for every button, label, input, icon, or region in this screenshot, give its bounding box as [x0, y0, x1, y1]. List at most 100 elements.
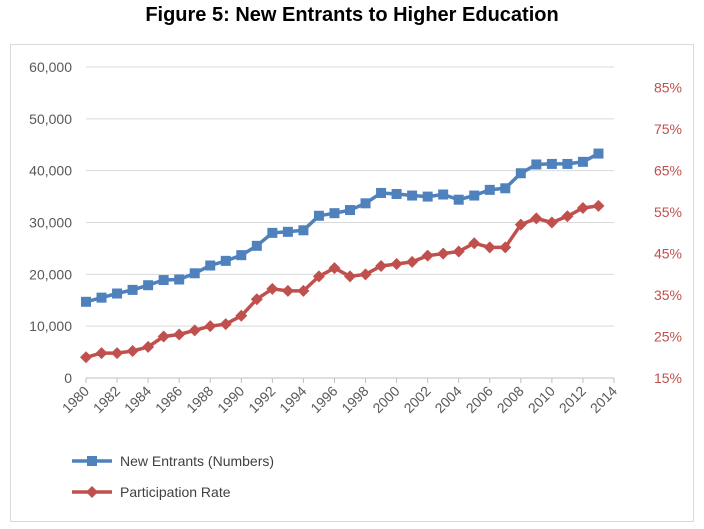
y-left-tick-label: 50,000: [29, 111, 72, 127]
data-point-participation-rate: [95, 347, 108, 360]
y-left-tick-label: 40,000: [29, 163, 72, 179]
x-tick-label: 2004: [431, 383, 464, 416]
y-left-tick-label: 20,000: [29, 266, 72, 282]
data-point-participation-rate: [576, 201, 589, 214]
data-point-new-entrants: [360, 198, 371, 209]
y-right-tick-label: 35%: [654, 287, 682, 303]
x-tick-label: 2010: [525, 383, 558, 416]
data-point-new-entrants: [438, 189, 449, 200]
data-point-participation-rate: [375, 260, 388, 273]
axes: 0 10,000 20,000 30,000 40,000 50,000 60,000 15%…: [29, 59, 682, 416]
data-point-new-entrants: [174, 274, 185, 285]
series-layer: [80, 148, 605, 364]
y-right-tick-label: 45%: [654, 246, 682, 262]
data-point-participation-rate: [328, 262, 341, 275]
y-right-tick-label: 55%: [654, 204, 682, 220]
data-point-new-entrants: [484, 184, 495, 195]
data-point-new-entrants: [531, 159, 542, 170]
x-tick-label: 2012: [556, 383, 589, 416]
data-point-participation-rate: [561, 210, 574, 223]
data-point-participation-rate: [468, 237, 481, 250]
data-point-new-entrants: [453, 194, 464, 205]
data-point-new-entrants: [236, 250, 247, 261]
legend-label-new-entrants: New Entrants (Numbers): [120, 453, 274, 469]
legend: New Entrants (Numbers) Participation Rate: [72, 453, 274, 500]
gridlines: [86, 66, 614, 327]
data-point-participation-rate: [266, 282, 279, 295]
x-tick-label: 2008: [494, 383, 527, 416]
data-point-participation-rate: [250, 293, 263, 306]
data-point-new-entrants: [577, 156, 588, 167]
y-right-tick-label: 75%: [654, 121, 682, 137]
x-tick-label: 1982: [90, 383, 123, 416]
data-point-participation-rate: [173, 328, 186, 341]
data-point-participation-rate: [530, 212, 543, 225]
data-point-new-entrants: [329, 208, 340, 219]
data-point-new-entrants: [282, 226, 293, 237]
data-point-participation-rate: [157, 330, 170, 343]
data-point-new-entrants: [469, 190, 480, 201]
x-tick-label: 1992: [245, 383, 278, 416]
x-tick-label: 1980: [59, 383, 92, 416]
chart-title: Figure 5: New Entrants to Higher Educati…: [145, 4, 559, 26]
data-point-new-entrants: [81, 296, 91, 307]
y-right-tick-label: 85%: [654, 80, 682, 96]
data-point-new-entrants: [267, 227, 278, 238]
data-point-participation-rate: [142, 340, 155, 353]
data-point-participation-rate: [359, 268, 372, 281]
data-point-participation-rate: [281, 284, 294, 297]
data-point-new-entrants: [96, 292, 107, 303]
data-point-new-entrants: [562, 158, 573, 169]
data-point-participation-rate: [483, 241, 496, 254]
data-point-participation-rate: [390, 257, 403, 270]
data-point-participation-rate: [592, 199, 605, 212]
x-tick-label: 2006: [463, 383, 496, 416]
x-tick-label: 1988: [183, 383, 216, 416]
x-tick-label: 1996: [307, 383, 340, 416]
data-point-new-entrants: [251, 240, 262, 251]
data-point-participation-rate: [188, 324, 201, 337]
data-point-new-entrants: [298, 225, 309, 236]
data-point-participation-rate: [344, 270, 356, 283]
data-point-new-entrants: [593, 148, 604, 159]
data-point-participation-rate: [219, 318, 232, 331]
data-point-new-entrants: [143, 280, 154, 291]
data-point-participation-rate: [437, 247, 450, 260]
data-point-participation-rate: [235, 309, 248, 322]
y-right-tick-label: 25%: [654, 329, 682, 345]
chart-frame: [10, 44, 694, 522]
legend-label-participation-rate: Participation Rate: [120, 484, 231, 500]
x-tick-label: 2000: [369, 383, 402, 416]
data-point-new-entrants: [127, 284, 138, 295]
y-left-tick-label: 30,000: [29, 215, 72, 231]
x-tick-label: 1994: [276, 383, 309, 416]
data-point-new-entrants: [313, 210, 324, 221]
data-point-new-entrants: [422, 191, 433, 202]
data-point-participation-rate: [312, 270, 325, 283]
data-point-participation-rate: [545, 216, 558, 229]
data-point-new-entrants: [112, 288, 123, 299]
data-point-participation-rate: [111, 347, 124, 360]
y-left-tick-label: 0: [64, 370, 72, 386]
x-tick-label: 1990: [214, 383, 247, 416]
data-point-participation-rate: [514, 218, 527, 231]
data-point-participation-rate: [204, 320, 217, 333]
data-point-new-entrants: [220, 255, 231, 266]
data-point-new-entrants: [189, 268, 200, 279]
x-tick-label: 1986: [152, 383, 185, 416]
y-right-tick-label: 15%: [654, 370, 682, 386]
legend-marker-square: [87, 456, 97, 466]
data-point-participation-rate: [80, 351, 92, 364]
data-point-participation-rate: [452, 245, 465, 258]
data-point-participation-rate: [421, 249, 434, 262]
data-point-new-entrants: [515, 168, 526, 179]
data-point-new-entrants: [205, 260, 216, 271]
y-left-tick-label: 10,000: [29, 318, 72, 334]
series-line-participation-rate: [85, 204, 599, 359]
y-right-tick-label: 65%: [654, 163, 682, 179]
data-point-participation-rate: [499, 241, 512, 254]
data-point-participation-rate: [126, 345, 139, 358]
data-point-new-entrants: [345, 205, 355, 216]
data-point-new-entrants: [376, 187, 387, 198]
data-point-new-entrants: [500, 183, 511, 194]
